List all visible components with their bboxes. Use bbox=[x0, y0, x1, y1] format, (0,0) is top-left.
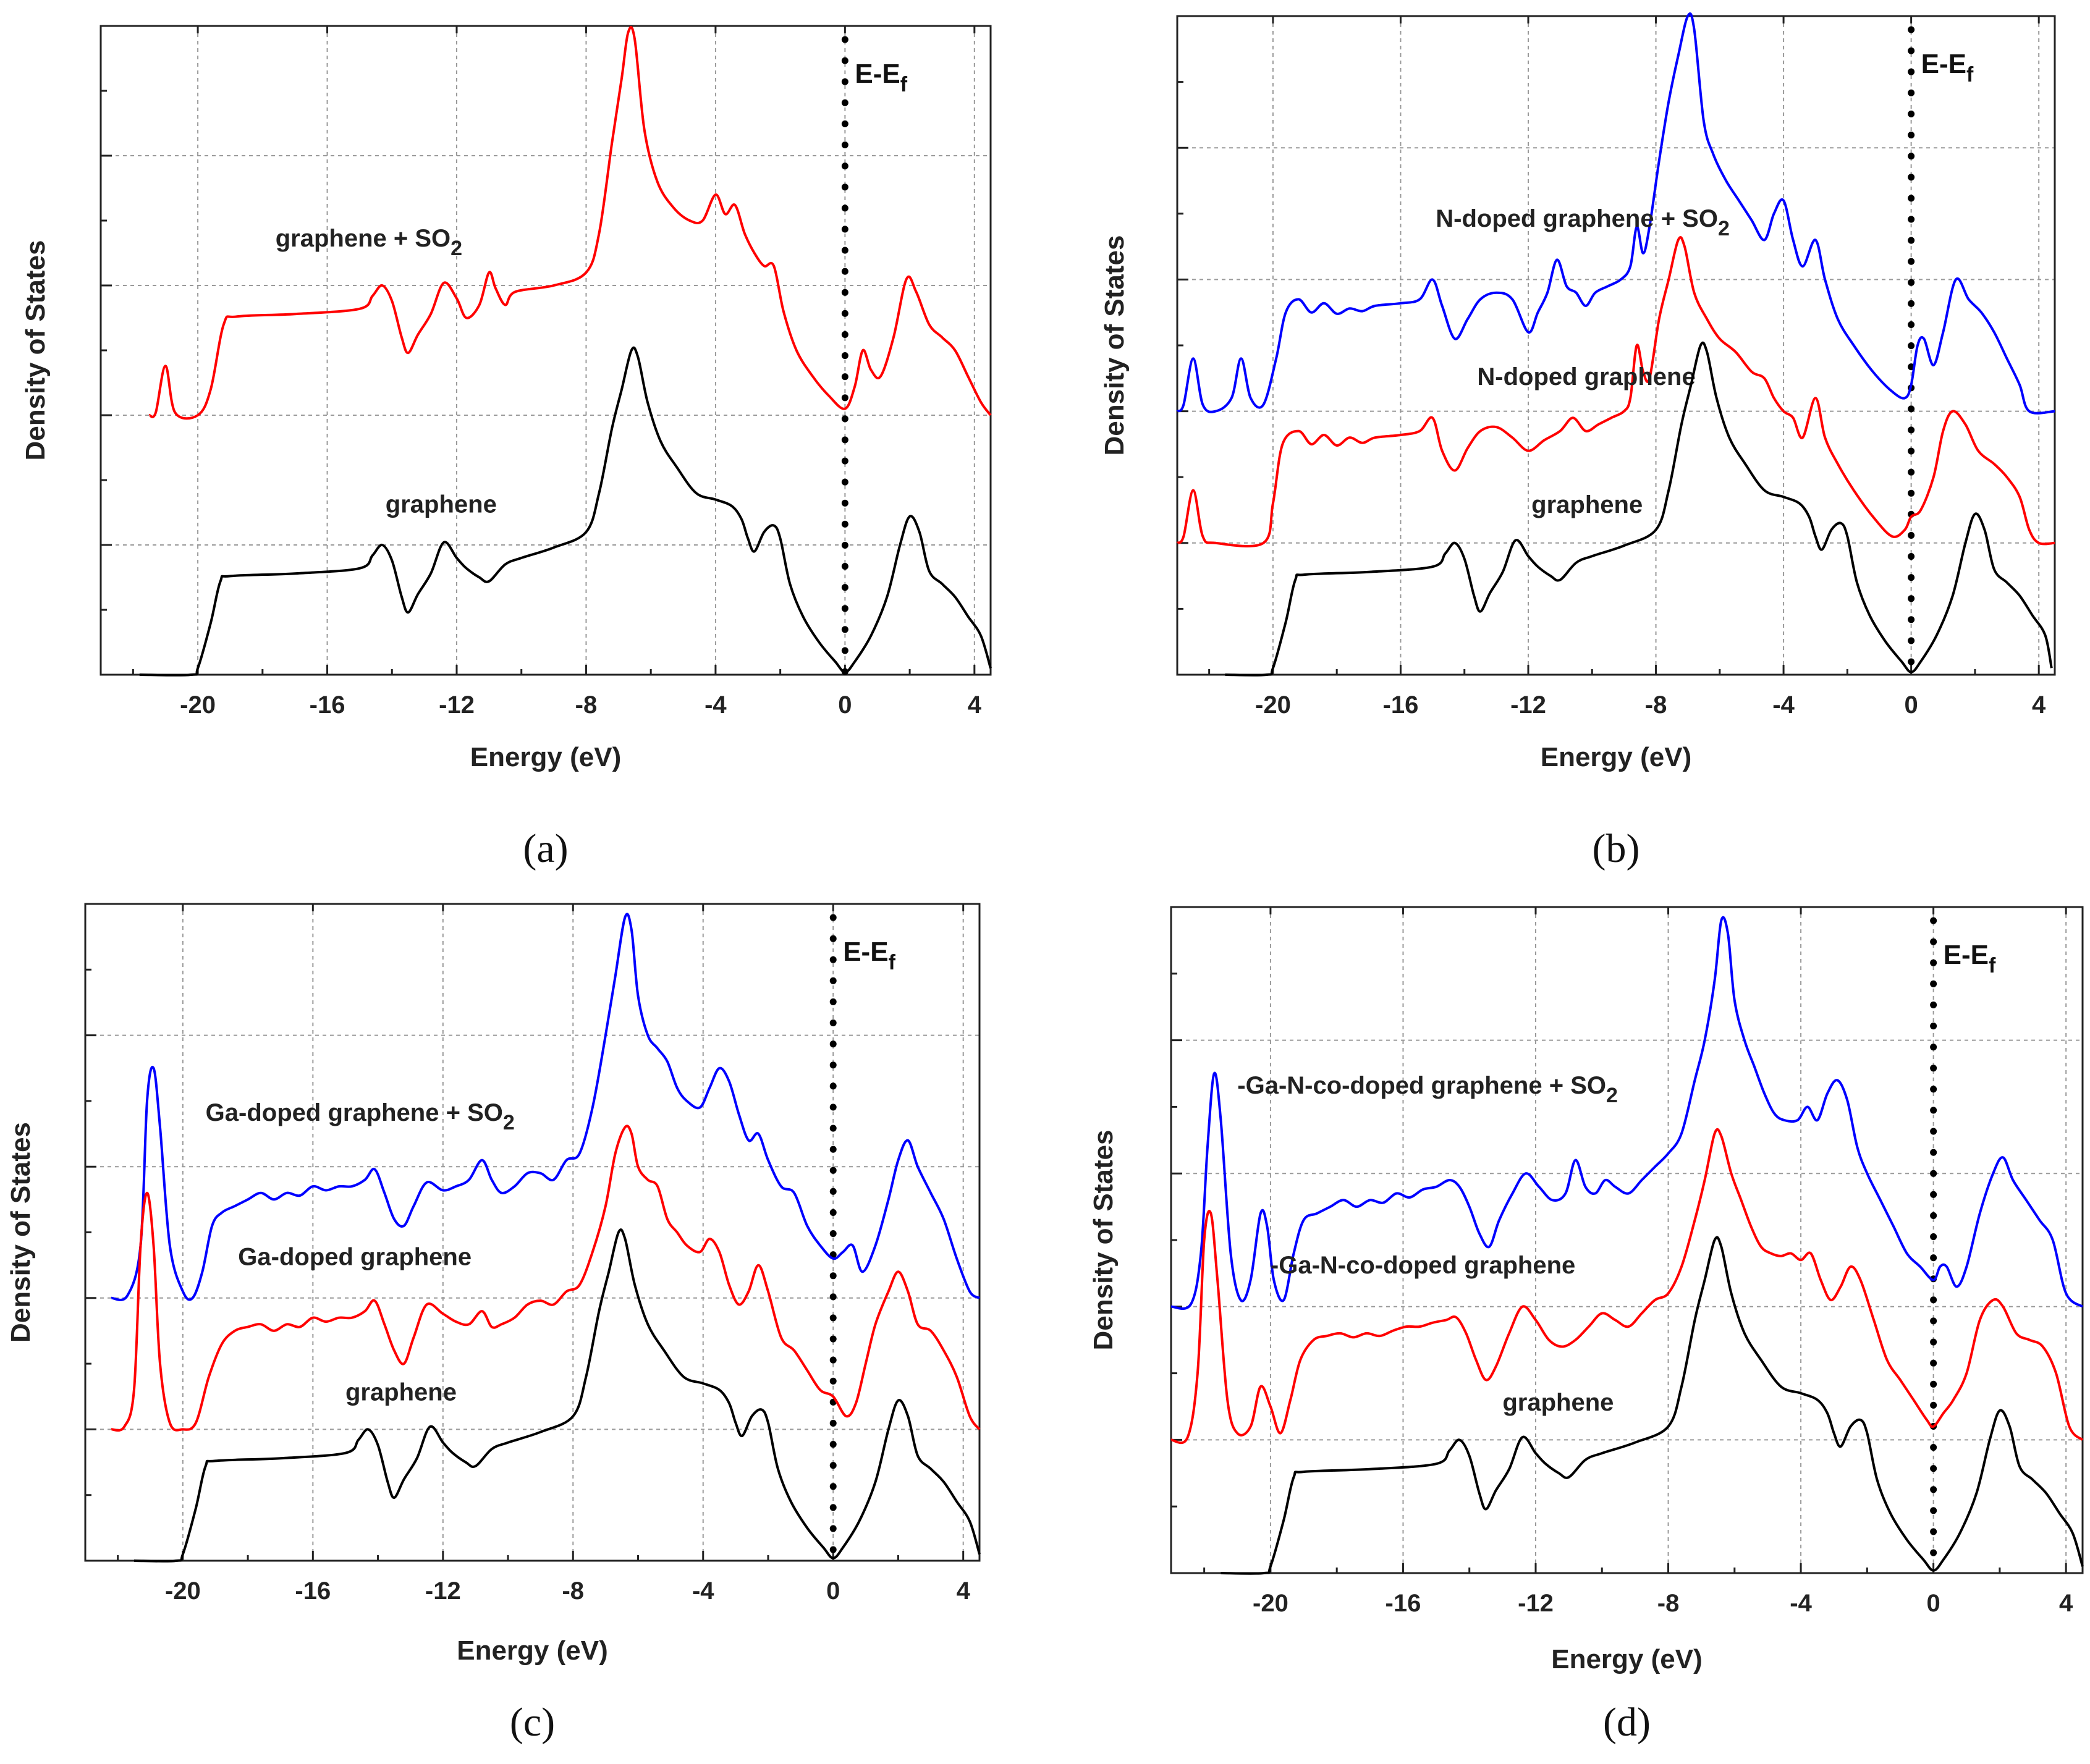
x-tick-label: 4 bbox=[968, 691, 982, 719]
panel-caption: (a) bbox=[523, 826, 568, 871]
series-line-graphene-so2 bbox=[148, 25, 992, 420]
y-axis-title: Density of States bbox=[1099, 235, 1130, 456]
x-tick-label: 4 bbox=[2059, 1590, 2073, 1617]
series-label-main: graphene + SO bbox=[276, 225, 451, 252]
fermi-label-sub: f bbox=[889, 951, 896, 974]
series-label: graphene bbox=[345, 1379, 457, 1406]
fermi-label-sub: f bbox=[1989, 954, 1996, 977]
x-tick-label: -20 bbox=[1253, 1590, 1288, 1617]
x-tick-label: -4 bbox=[1790, 1590, 1812, 1617]
x-tick-label: -12 bbox=[425, 1577, 461, 1605]
panel-b: -20 -16 -12 -8 -4 0 4 Energy (eV) Density of Sta… bbox=[1099, 12, 2056, 871]
panel-caption: (d) bbox=[1603, 1700, 1651, 1745]
x-tick-label: -8 bbox=[1645, 691, 1667, 719]
x-tick-label: 0 bbox=[826, 1577, 840, 1605]
panel-caption: (c) bbox=[510, 1700, 555, 1745]
series-label: Ga-doped graphene bbox=[238, 1244, 472, 1271]
series-label-main: graphene bbox=[1531, 491, 1643, 518]
series-line-graphene bbox=[133, 1228, 981, 1563]
x-tick-label: -8 bbox=[575, 691, 598, 719]
y-axis-title: Density of States bbox=[20, 240, 51, 461]
series-line-n-doped-graphene bbox=[1176, 236, 2055, 547]
x-tick-label: -20 bbox=[165, 1577, 201, 1605]
series-label: -Ga-N-co-doped graphene + SO2 bbox=[1237, 1072, 1618, 1107]
y-axis-title: Density of States bbox=[1088, 1130, 1119, 1351]
series-label-sub: 2 bbox=[1718, 217, 1730, 240]
fermi-level-label: E-Ef bbox=[1944, 940, 1996, 977]
x-tick-label: -16 bbox=[1386, 1590, 1421, 1617]
x-tick-label: -4 bbox=[692, 1577, 714, 1605]
x-tick-label: -20 bbox=[1255, 691, 1291, 719]
series-label-main: graphene bbox=[1502, 1389, 1614, 1416]
fermi-label-main: E-E bbox=[843, 937, 888, 967]
fermi-level-label: E-Ef bbox=[1921, 49, 1974, 87]
plot-frame bbox=[99, 25, 992, 676]
series-label: N-doped graphene + SO2 bbox=[1436, 205, 1730, 240]
x-tick-label: 0 bbox=[1905, 691, 1918, 719]
series-label-main: graphene bbox=[386, 491, 497, 518]
series-label-main: -Ga-N-co-doped graphene bbox=[1271, 1252, 1575, 1279]
series-label-main: N-doped graphene + SO bbox=[1436, 205, 1718, 232]
panel-a: -20 -16 -12 -8 -4 0 4 Energy (eV) Density of Sta… bbox=[20, 25, 992, 871]
plot-frame bbox=[1176, 15, 2056, 676]
series-line-graphene bbox=[1225, 341, 2053, 677]
series-label-main: N-doped graphene bbox=[1477, 363, 1695, 390]
x-tick-label: -16 bbox=[1383, 691, 1419, 719]
panel-d: -20 -16 -12 -8 -4 0 4 Energy (eV) Density of Sta… bbox=[1088, 906, 2084, 1745]
x-tick-label: -20 bbox=[180, 691, 216, 719]
x-tick-label: 0 bbox=[838, 691, 852, 719]
x-tick-label: -4 bbox=[1772, 691, 1795, 719]
x-tick-label: -12 bbox=[1518, 1590, 1554, 1617]
series-label-sub: 2 bbox=[451, 237, 462, 260]
fermi-label-sub: f bbox=[1966, 63, 1974, 87]
fermi-label-main: E-E bbox=[1944, 940, 1989, 970]
series-line--ga-n-co-doped-graphene bbox=[1170, 1128, 2084, 1445]
series-label: graphene bbox=[1531, 491, 1643, 518]
x-axis-title: Energy (eV) bbox=[1541, 742, 1692, 772]
x-tick-label: 4 bbox=[957, 1577, 971, 1605]
series-line-ga-doped-graphene-so2 bbox=[111, 913, 981, 1301]
plot-frame bbox=[1170, 906, 2084, 1574]
series-label-main: Ga-doped graphene + SO bbox=[206, 1099, 503, 1126]
series-label-sub: 2 bbox=[503, 1111, 515, 1134]
fermi-level-label: E-Ef bbox=[843, 937, 895, 974]
y-axis-title: Density of States bbox=[6, 1122, 36, 1343]
series-label: graphene bbox=[1502, 1389, 1614, 1416]
series-label-sub: 2 bbox=[1606, 1084, 1618, 1107]
series-line-graphene bbox=[139, 346, 992, 677]
fermi-label-main: E-E bbox=[1921, 49, 1966, 79]
x-axis-title: Energy (eV) bbox=[457, 1635, 608, 1666]
plot-frame bbox=[84, 903, 981, 1562]
series-line--ga-n-co-doped-graphene-so2 bbox=[1170, 916, 2084, 1310]
x-axis-title: Energy (eV) bbox=[470, 742, 622, 772]
fermi-label-sub: f bbox=[900, 73, 908, 96]
x-tick-label: -16 bbox=[295, 1577, 331, 1605]
fermi-level-label: E-Ef bbox=[855, 59, 907, 96]
fermi-label-main: E-E bbox=[855, 59, 900, 89]
x-tick-label: -8 bbox=[562, 1577, 584, 1605]
x-tick-label: -12 bbox=[1510, 691, 1546, 719]
series-label-main: Ga-doped graphene bbox=[238, 1244, 472, 1271]
x-tick-label: -16 bbox=[310, 691, 345, 719]
series-label: N-doped graphene bbox=[1477, 363, 1695, 390]
x-tick-label: 4 bbox=[2032, 691, 2046, 719]
series-label-main: graphene bbox=[345, 1379, 457, 1406]
x-tick-label: -4 bbox=[704, 691, 727, 719]
series-line-n-doped-graphene-so2 bbox=[1176, 12, 2055, 415]
series-label: graphene bbox=[386, 491, 497, 518]
series-label: graphene + SO2 bbox=[276, 225, 462, 260]
x-axis-title: Energy (eV) bbox=[1551, 1644, 1703, 1674]
series-label: -Ga-N-co-doped graphene bbox=[1271, 1252, 1575, 1279]
x-tick-label: -12 bbox=[439, 691, 475, 719]
series-label: Ga-doped graphene + SO2 bbox=[206, 1099, 515, 1134]
series-label-main: -Ga-N-co-doped graphene + SO bbox=[1237, 1072, 1606, 1099]
series-line-graphene bbox=[1221, 1236, 2084, 1575]
x-tick-label: -8 bbox=[1657, 1590, 1680, 1617]
x-tick-label: 0 bbox=[1927, 1590, 1940, 1617]
panel-caption: (b) bbox=[1593, 826, 1640, 871]
series-line-ga-doped-graphene bbox=[111, 1125, 981, 1432]
panel-c: -20 -16 -12 -8 -4 0 4 Energy (eV) Density of Sta… bbox=[6, 903, 981, 1745]
